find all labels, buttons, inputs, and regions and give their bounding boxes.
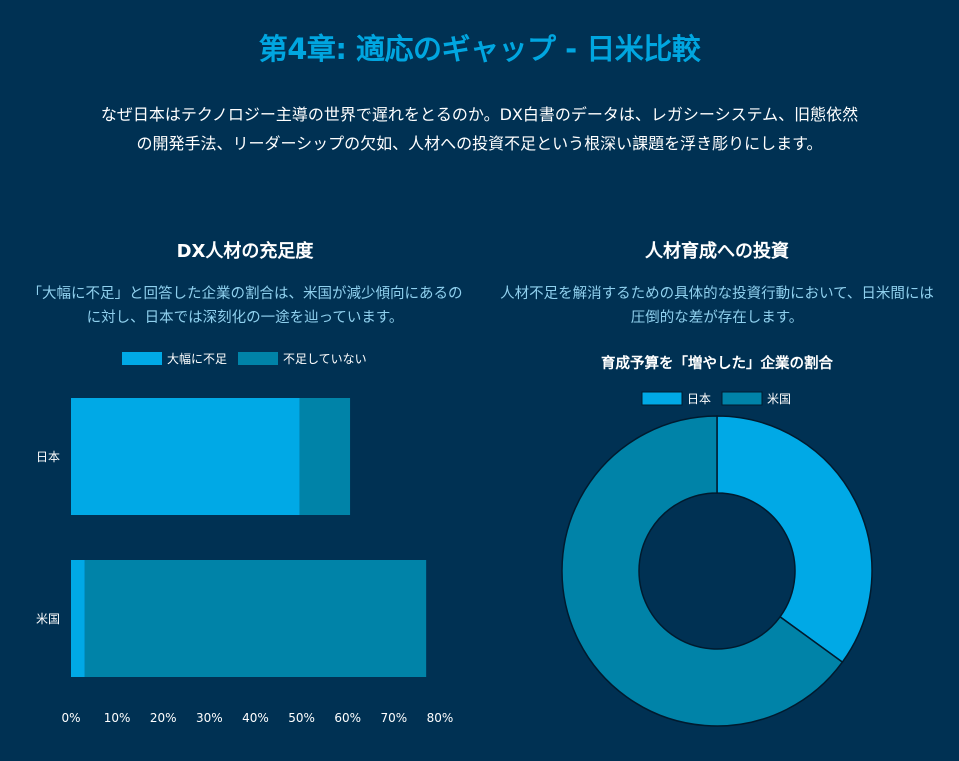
page-title: 第4章: 適応のギャップ - 日米比較	[258, 32, 701, 66]
training-budget-donut-chart: 育成予算を「増やした」企業の割合 日本 米国	[561, 354, 873, 727]
x-tick-label: 30%	[196, 711, 223, 725]
x-tick-label: 70%	[381, 711, 408, 725]
donut-marks	[561, 415, 873, 727]
bar-chart-legend: 大幅に不足 不足していない	[122, 351, 367, 366]
legend-swatch-japan	[641, 391, 683, 406]
bar-marks	[71, 398, 427, 677]
donut-chart-legend: 日本 米国	[641, 391, 791, 406]
training-investment-title: 人材育成への投資	[645, 241, 789, 262]
bar-japan-severe-shortage	[71, 398, 300, 515]
bar-japan-not-short	[299, 398, 351, 515]
x-tick-label: 0%	[61, 711, 80, 725]
bar-us-not-short	[84, 560, 427, 677]
donut-slice-us	[561, 415, 844, 727]
donut-slice-japan	[716, 415, 873, 664]
x-axis-ticks: 0% 10% 20% 30% 40% 50% 60% 70% 80%	[61, 711, 453, 725]
legend-swatch-severe-shortage	[122, 352, 162, 365]
legend-label-us: 米国	[767, 392, 791, 406]
category-label-us: 米国	[36, 612, 60, 626]
bar-us-severe-shortage	[71, 560, 85, 677]
talent-sufficiency-description: 「大幅に不足」と回答した企業の割合は、米国が減少傾向にあるのに対し、日本では深刻…	[27, 286, 463, 326]
talent-sufficiency-title: DX人材の充足度	[176, 241, 314, 262]
x-tick-label: 80%	[427, 711, 454, 725]
x-tick-label: 40%	[242, 711, 269, 725]
intro-text: なぜ日本はテクノロジー主導の世界で遅れをとるのか。DX白書のデータは、レガシーシ…	[100, 105, 859, 153]
legend-swatch-not-short	[238, 352, 278, 365]
training-investment-description: 人材不足を解消するための具体的な投資行動において、日米間には圧倒的な差が存在しま…	[500, 286, 934, 326]
legend-label-severe-shortage: 大幅に不足	[167, 351, 227, 366]
legend-label-japan: 日本	[687, 392, 711, 406]
x-tick-label: 10%	[104, 711, 131, 725]
x-tick-label: 60%	[334, 711, 361, 725]
donut-chart-title: 育成予算を「増やした」企業の割合	[601, 354, 833, 372]
x-tick-label: 50%	[288, 711, 315, 725]
legend-label-not-short: 不足していない	[283, 352, 367, 366]
talent-sufficiency-bar-chart: 大幅に不足 不足していない 日本 米国 0% 10% 20% 30% 40% 50% 60%…	[36, 351, 453, 725]
category-label-japan: 日本	[36, 450, 60, 464]
x-tick-label: 20%	[150, 711, 177, 725]
legend-swatch-us	[721, 391, 763, 406]
